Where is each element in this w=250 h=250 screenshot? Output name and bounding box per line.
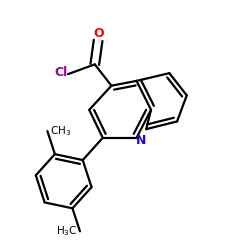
Text: O: O	[93, 27, 104, 40]
Text: Cl: Cl	[55, 66, 68, 80]
Text: N: N	[136, 134, 146, 147]
Text: CH$_3$: CH$_3$	[50, 124, 71, 138]
Text: H$_3$C: H$_3$C	[56, 224, 78, 238]
